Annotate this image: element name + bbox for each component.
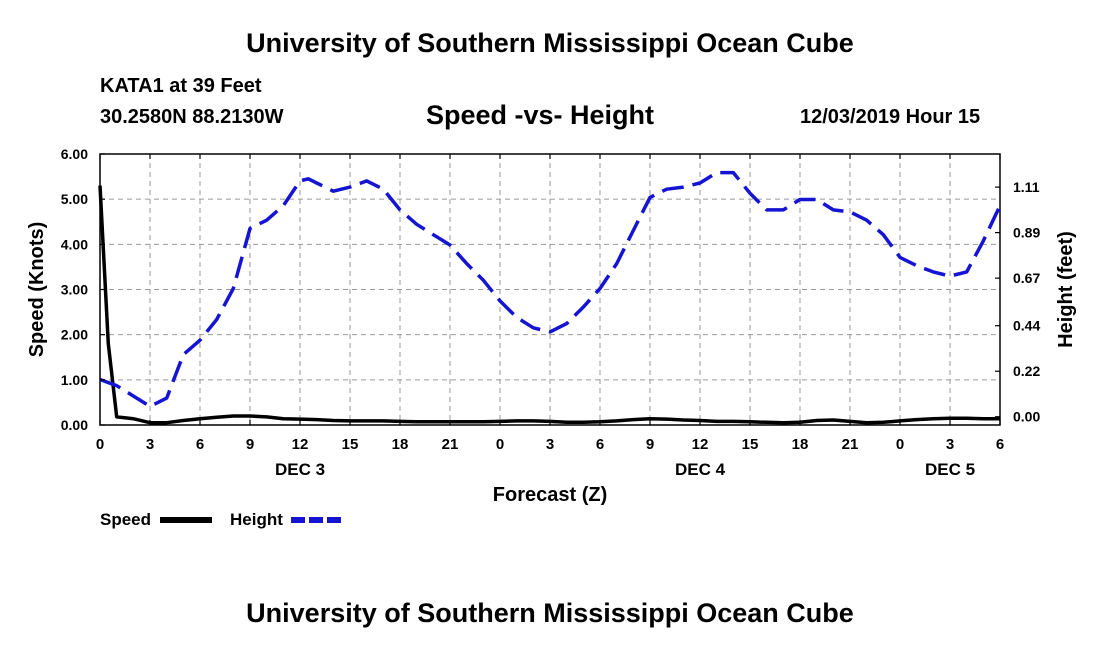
x-tick-label: 18 — [792, 436, 809, 453]
y-axis-label-right: Height (feet) — [1055, 231, 1077, 348]
x-tick-label: 6 — [596, 436, 604, 453]
x-tick-label: 12 — [692, 436, 709, 453]
x-day-label: DEC 4 — [675, 460, 726, 479]
series-group — [98, 170, 1002, 425]
x-tick-label: 6 — [996, 436, 1004, 453]
x-tick-label: 15 — [342, 436, 359, 453]
y-tick-label-left: 2.00 — [61, 327, 88, 343]
y-tick-label-right: 0.67 — [1013, 270, 1040, 286]
legend: Speed Height — [100, 510, 343, 529]
grid-lines — [100, 154, 1000, 425]
legend-height-label: Height — [230, 510, 283, 529]
y-axis-label-left: Speed (Knots) — [26, 222, 48, 358]
x-tick-label: 12 — [292, 436, 309, 453]
y-tick-label-right: 0.44 — [1013, 318, 1040, 334]
x-tick-label: 9 — [646, 436, 654, 453]
x-tick-label: 21 — [442, 436, 459, 453]
y-tick-label-right: 0.89 — [1013, 225, 1040, 241]
station-coordinates: 30.2580N 88.2130W — [100, 106, 284, 128]
x-tick-label: 18 — [392, 436, 409, 453]
series-line-speed — [98, 185, 1000, 425]
x-axis-label: Forecast (Z) — [493, 484, 607, 506]
x-tick-label: 0 — [496, 436, 504, 453]
y-tick-label-left: 5.00 — [61, 191, 88, 207]
chart-footer-title: University of Southern Mississippi Ocean… — [246, 598, 854, 628]
x-tick-label: 6 — [196, 436, 204, 453]
x-tick-label: 0 — [96, 436, 104, 453]
x-tick-label: 0 — [896, 436, 904, 453]
y-tick-label-left: 4.00 — [61, 236, 88, 252]
y-tick-label-right: 0.22 — [1013, 363, 1040, 379]
x-tick-label: 3 — [546, 436, 554, 453]
x-tick-label: 3 — [146, 436, 154, 453]
y-tick-label-right: 1.11 — [1013, 179, 1040, 195]
chart-title: Speed -vs- Height — [426, 100, 655, 130]
chart-header-title: University of Southern Mississippi Ocean… — [246, 28, 854, 58]
x-tick-label: 15 — [742, 436, 759, 453]
x-tick-label: 9 — [246, 436, 254, 453]
x-tick-label: 21 — [842, 436, 859, 453]
y-tick-label-left: 1.00 — [61, 372, 88, 388]
x-tick-label: 3 — [946, 436, 954, 453]
forecast-datetime: 12/03/2019 Hour 15 — [800, 106, 981, 128]
x-day-label: DEC 5 — [925, 460, 975, 479]
y-tick-label-left: 6.00 — [61, 146, 88, 162]
y-tick-label-right: 0.00 — [1013, 409, 1040, 425]
axes-group: 0 3 6 9 12 15 18 21 0 3 6 9 12 15 18 21 0 3 6 DEC 3 DEC 4 DEC… — [61, 146, 1041, 479]
station-name: KATA1 at 39 Feet — [100, 75, 262, 97]
x-day-label: DEC 3 — [275, 460, 325, 479]
legend-speed-label: Speed — [100, 510, 151, 529]
y-tick-label-left: 3.00 — [61, 282, 88, 298]
y-tick-label-left: 0.00 — [61, 417, 88, 433]
